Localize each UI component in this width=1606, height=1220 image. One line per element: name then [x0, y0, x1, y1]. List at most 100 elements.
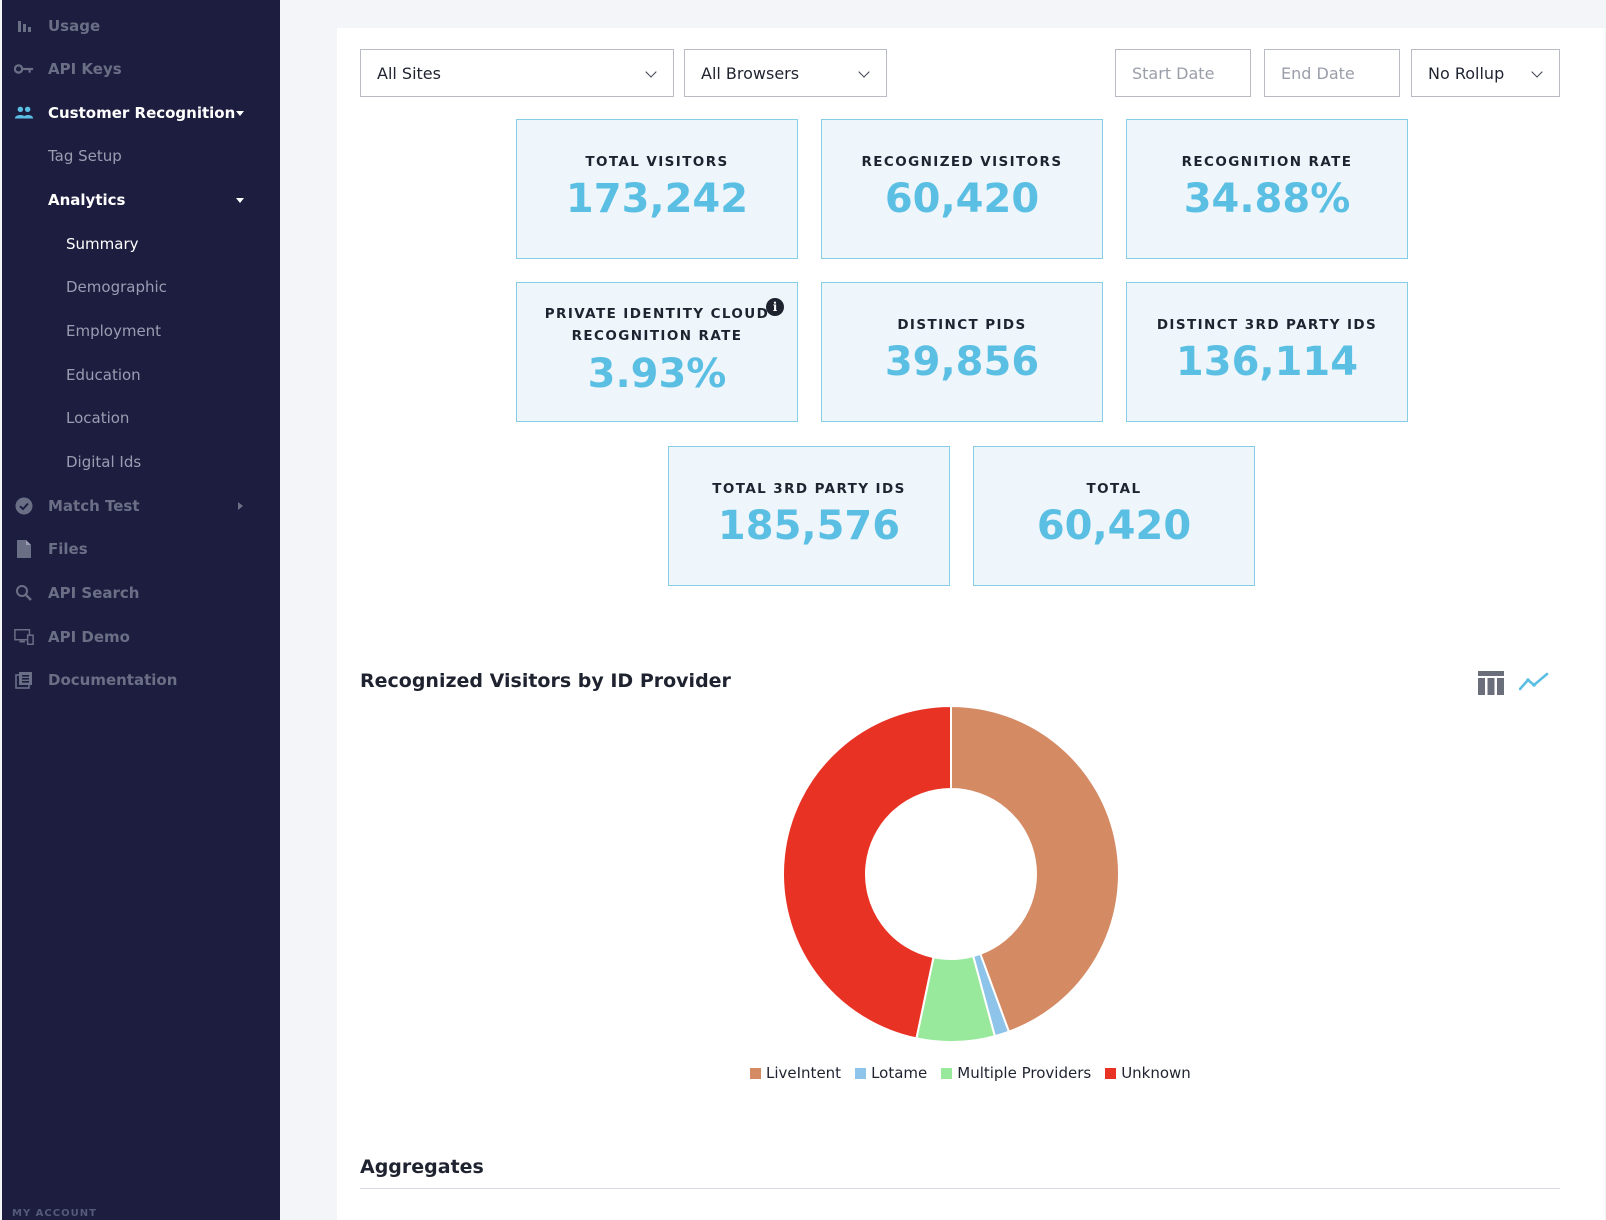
chevron-down-icon — [1531, 66, 1543, 78]
sidebar-item-label: Usage — [48, 17, 101, 35]
docs-icon — [14, 670, 34, 690]
start-date-field[interactable] — [1115, 49, 1251, 97]
stat-title: RECOGNIZED VISITORS — [861, 154, 1063, 170]
stat-value: 39,856 — [884, 339, 1040, 385]
chart-legend: LiveIntent Lotame Multiple Providers Unknow… — [750, 1064, 1205, 1082]
stat-title-line2: RECOGNITION RATE — [571, 328, 743, 344]
end-date-input[interactable] — [1265, 50, 1399, 96]
rollup-select-value: No Rollup — [1428, 63, 1505, 83]
legend-item[interactable]: Unknown — [1105, 1064, 1191, 1082]
donut-chart — [782, 704, 1120, 1043]
aggregates-title: Aggregates — [360, 1156, 484, 1178]
legend-swatch — [750, 1067, 761, 1079]
stat-title: DISTINCT PIDS — [897, 317, 1027, 333]
stat-card-total-visitors: TOTAL VISITORS 173,242 — [516, 119, 798, 259]
chevron-down-icon — [858, 66, 870, 78]
sidebar-item-label: Files — [48, 540, 88, 558]
table-icon[interactable] — [1478, 671, 1504, 699]
stat-value: 185,576 — [717, 503, 901, 549]
stat-title: RECOGNITION RATE — [1181, 154, 1353, 170]
file-icon — [14, 539, 34, 559]
sidebar-item-label: Demographic — [66, 278, 167, 296]
donut-slice-unknown[interactable] — [782, 704, 952, 1040]
people-icon — [14, 103, 34, 123]
browser-select-value: All Browsers — [701, 63, 800, 83]
sidebar-item-label: Employment — [66, 322, 162, 340]
stat-card-distinct-pids: DISTINCT PIDS 39,856 — [821, 282, 1103, 422]
stat-title: DISTINCT 3RD PARTY IDS — [1156, 317, 1378, 333]
sidebar-item-label: API Demo — [48, 628, 130, 646]
legend-label: Lotame — [871, 1064, 928, 1082]
site-select[interactable]: All Sites — [360, 49, 674, 97]
monitor-icon — [14, 627, 34, 647]
sidebar-item-tag-setup[interactable]: Tag Setup — [2, 141, 280, 171]
sidebar-item-label: Analytics — [48, 191, 126, 209]
stat-value: 34.88% — [1183, 176, 1351, 222]
sidebar-item-analytics[interactable]: Analytics — [2, 185, 280, 215]
stat-value: 173,242 — [565, 176, 749, 222]
sidebar-item-digital-ids[interactable]: Digital Ids — [2, 447, 280, 477]
stat-value: 3.93% — [587, 351, 727, 397]
stat-title: TOTAL — [1086, 481, 1142, 497]
sidebar-item-location[interactable]: Location — [2, 403, 280, 433]
legend-swatch — [941, 1067, 953, 1079]
stat-title: TOTAL VISITORS — [585, 154, 729, 170]
sidebar-item-label: Summary — [66, 235, 139, 253]
search-icon — [14, 583, 34, 603]
chart-section-title: Recognized Visitors by ID Provider — [360, 670, 731, 692]
sidebar: Usage API Keys Customer Recognition Tag … — [2, 0, 280, 1220]
sidebar-item-api-demo[interactable]: API Demo — [2, 622, 280, 652]
sidebar-item-education[interactable]: Education — [2, 360, 280, 390]
sidebar-item-customer-recognition[interactable]: Customer Recognition — [2, 98, 280, 128]
sidebar-item-api-search[interactable]: API Search — [2, 578, 280, 608]
stat-title-line1: PRIVATE IDENTITY CLOUD — [544, 306, 770, 322]
key-icon — [14, 59, 34, 79]
main-panel: All Sites All Browsers No Rollup TOTAL V… — [337, 28, 1605, 1220]
sidebar-item-label: API Keys — [48, 60, 122, 78]
sidebar-item-documentation[interactable]: Documentation — [2, 665, 280, 695]
start-date-input[interactable] — [1116, 50, 1250, 96]
rollup-select[interactable]: No Rollup — [1411, 49, 1560, 97]
sidebar-item-demographic[interactable]: Demographic — [2, 272, 280, 302]
donut-slice-liveintent[interactable] — [950, 704, 1120, 1033]
sidebar-item-match-test[interactable]: Match Test — [2, 491, 280, 521]
sidebar-footer-label: MY ACCOUNT — [12, 1208, 97, 1219]
stat-card-distinct-3rd-party-ids: DISTINCT 3RD PARTY IDS 136,114 — [1126, 282, 1408, 422]
sidebar-item-usage[interactable]: Usage — [2, 11, 280, 41]
line-chart-icon[interactable] — [1518, 672, 1549, 696]
sidebar-item-label: Location — [66, 409, 130, 427]
stat-card-recognized-visitors: RECOGNIZED VISITORS 60,420 — [821, 119, 1103, 259]
legend-item[interactable]: LiveIntent — [750, 1064, 841, 1082]
check-circle-icon — [14, 496, 34, 516]
sidebar-item-label: Match Test — [48, 497, 140, 515]
legend-swatch — [855, 1067, 867, 1079]
sidebar-item-files[interactable]: Files — [2, 534, 280, 564]
legend-item[interactable]: Multiple Providers — [941, 1064, 1091, 1082]
sidebar-item-api-keys[interactable]: API Keys — [2, 54, 280, 84]
legend-item[interactable]: Lotame — [855, 1064, 927, 1082]
caret-right-icon — [238, 502, 243, 510]
info-icon[interactable]: i — [766, 298, 784, 316]
stat-card-total-3rd-party-ids: TOTAL 3RD PARTY IDS 185,576 — [668, 446, 950, 586]
stat-value: 136,114 — [1175, 339, 1359, 385]
caret-down-icon — [236, 111, 244, 116]
legend-label: Multiple Providers — [957, 1064, 1092, 1082]
site-select-value: All Sites — [377, 63, 441, 83]
sidebar-item-label: API Search — [48, 584, 140, 602]
browser-select[interactable]: All Browsers — [684, 49, 887, 97]
sidebar-item-label: Education — [66, 366, 141, 384]
divider — [360, 1188, 1560, 1189]
legend-label: LiveIntent — [766, 1064, 842, 1082]
stat-card-pic-recognition-rate: PRIVATE IDENTITY CLOUD RECOGNITION RATE … — [516, 282, 798, 422]
caret-down-icon — [236, 198, 244, 203]
sidebar-item-label: Documentation — [48, 671, 178, 689]
stat-card-total: TOTAL 60,420 — [973, 446, 1255, 586]
sidebar-item-label: Tag Setup — [48, 147, 122, 165]
sidebar-item-employment[interactable]: Employment — [2, 316, 280, 346]
end-date-field[interactable] — [1264, 49, 1400, 97]
stat-value: 60,420 — [1036, 503, 1192, 549]
sidebar-item-summary[interactable]: Summary — [2, 229, 280, 259]
stat-value: 60,420 — [884, 176, 1040, 222]
sidebar-item-label: Digital Ids — [66, 453, 142, 471]
chevron-down-icon — [645, 66, 657, 78]
